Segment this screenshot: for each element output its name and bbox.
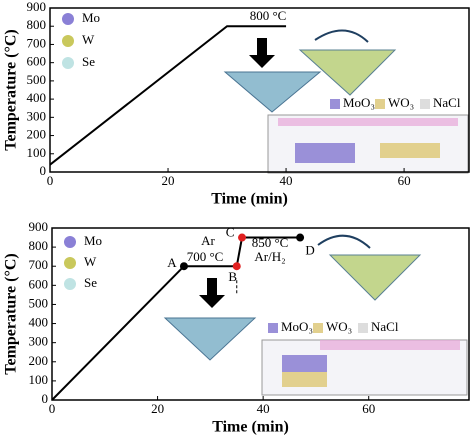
x-axis-label: Time (min) [212,419,289,436]
legend-swatch [62,57,74,69]
point-label: A [167,255,177,270]
legend-label: Se [82,54,95,69]
annotation: Ar [201,233,215,248]
source-swatch [420,99,430,109]
x-tick-label: 60 [362,401,375,416]
source-swatch [313,323,323,333]
y-tick-label: 400 [29,315,49,330]
x-axis-label: Time (min) [211,191,288,208]
point-marker [238,233,247,242]
illustration-top [223,29,469,174]
source-label: NaCl [371,319,399,334]
plot-frame [49,7,470,173]
source-swatch [268,323,278,333]
y-tick-label: 500 [29,295,49,310]
y-axis-label: Temperature (°C) [3,29,20,150]
y-tick-label: 900 [27,0,47,14]
y-tick-label: 800 [27,17,47,32]
y-axis-label: Temperature (°C) [3,253,20,374]
source-swatch [375,99,385,109]
annotation: 850 °C [252,235,289,250]
y-tick-label: 200 [27,127,47,142]
y-tick-label: 600 [29,276,49,291]
x-tick-label: 0 [47,173,54,188]
legend-label: Mo [82,10,100,25]
y-tick-label: 0 [40,163,47,178]
source-label: WO₃ [326,319,352,334]
y-tick-label: 300 [27,108,47,123]
y-tick-label: 700 [29,257,49,272]
legend-label: Mo [84,233,102,248]
y-tick-label: 700 [27,35,47,50]
x-tick-label: 20 [162,173,175,188]
y-tick-label: 900 [29,219,49,234]
point-label: B [228,269,237,284]
y-tick-label: 600 [27,54,47,69]
source-label: MoO₃ [343,95,375,110]
y-tick-label: 400 [27,90,47,105]
x-tick-label: 40 [280,173,293,188]
x-tick-label: 20 [151,401,164,416]
temperature-line [49,25,287,166]
legend-swatch [64,278,76,290]
y-tick-label: 100 [27,145,47,160]
y-tick-label: 100 [29,372,49,387]
illustration-bottom [163,234,468,396]
y-tick-label: 300 [29,334,49,349]
point-marker [232,262,241,271]
legend-swatch [62,13,74,25]
legend-swatch [62,35,74,47]
point-marker [179,262,188,271]
annotation: 800 °C [250,8,287,23]
source-swatch [358,323,368,333]
legend-label: W [82,32,95,47]
source-swatch [330,99,340,109]
legend-swatch [64,257,76,269]
legend-label: Se [84,275,97,290]
y-tick-label: 0 [42,391,49,406]
y-tick-label: 500 [27,72,47,87]
x-tick-label: 60 [398,173,411,188]
source-label: WO₃ [388,95,414,110]
y-tick-label: 800 [29,238,49,253]
plot-frame [51,227,470,401]
annotation: 700 °C [187,249,224,264]
y-tick-label: 200 [29,353,49,368]
point-marker [296,233,305,242]
annotation: Ar/H₂ [254,249,285,264]
x-tick-label: 0 [49,401,56,416]
point-label: C [226,225,235,240]
source-label: NaCl [433,95,461,110]
legend-swatch [64,236,76,248]
x-tick-label: 40 [257,401,270,416]
legend-label: W [84,254,97,269]
source-label: MoO₃ [281,319,313,334]
point-label: D [305,243,314,258]
